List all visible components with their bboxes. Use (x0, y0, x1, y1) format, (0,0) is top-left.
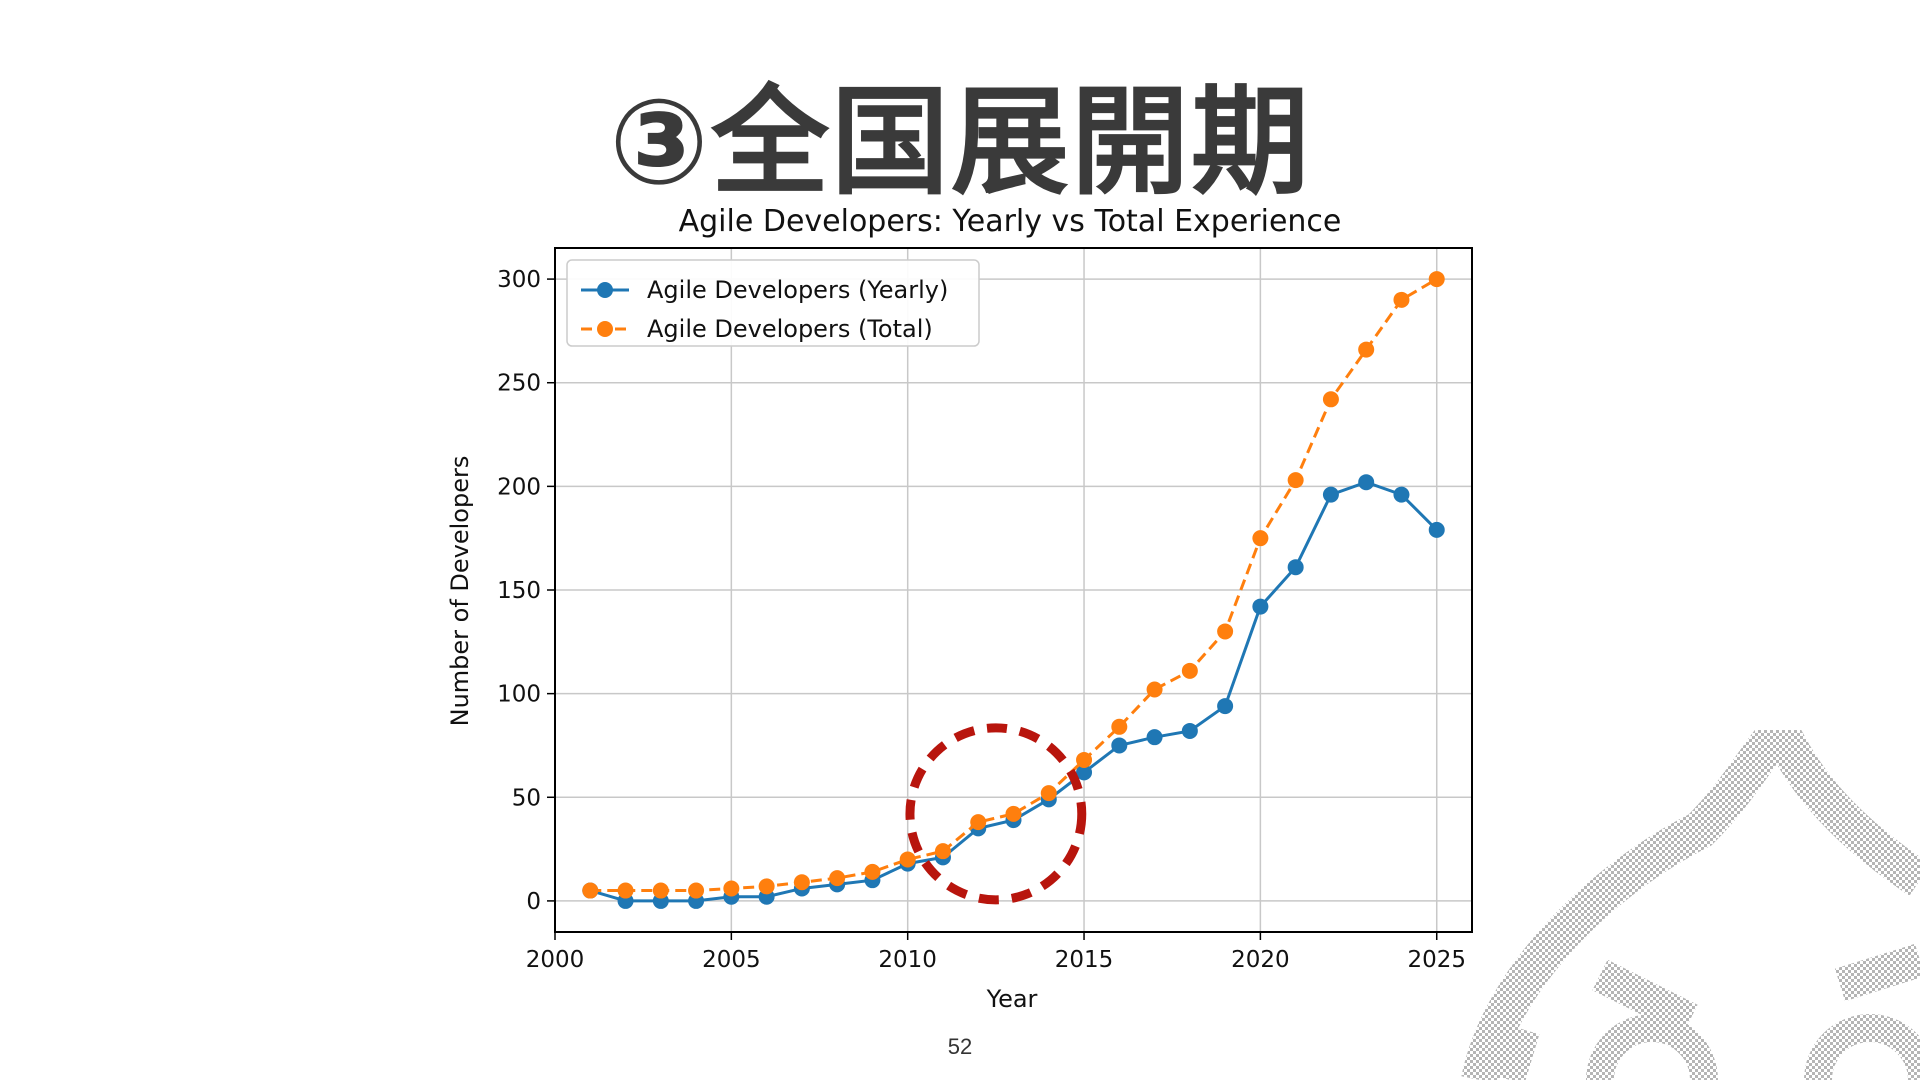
data-point (1076, 751, 1093, 768)
annotation (905, 723, 1087, 905)
data-point (970, 814, 987, 831)
data-point (758, 878, 775, 895)
data-point (864, 863, 881, 880)
data-point (829, 870, 846, 887)
data-point (1111, 718, 1128, 735)
data-point (1287, 559, 1304, 576)
x-tick-label: 2000 (526, 947, 585, 973)
data-point (1393, 486, 1410, 503)
data-point (1393, 291, 1410, 308)
data-point (1040, 785, 1057, 802)
y-tick-label: 200 (497, 474, 541, 500)
legend-label: Agile Developers (Total) (647, 315, 933, 343)
data-point (934, 843, 951, 860)
y-tick-label: 250 (497, 371, 541, 397)
y-tick-label: 150 (497, 578, 541, 604)
data-point (1358, 474, 1375, 491)
slide-title: ③全国展開期 (609, 73, 1311, 211)
data-point (1322, 391, 1339, 408)
x-axis-label: Year (986, 985, 1038, 1013)
data-point (1146, 681, 1163, 698)
data-point (1146, 729, 1163, 746)
highlight-circle (905, 723, 1087, 905)
series-line (589, 480, 1438, 903)
data-point (582, 882, 599, 899)
y-tick-label: 50 (512, 785, 541, 811)
data-point (652, 882, 669, 899)
data-point (1217, 698, 1234, 715)
mascot-watermark (1461, 730, 1920, 1080)
series (582, 271, 1445, 909)
legend-marker (597, 321, 613, 337)
axes: 2000 2005 2010 2015 2020 2025 0 50 100 150 200 250 3… (497, 267, 1466, 973)
data-point (1181, 722, 1198, 739)
data-point (1217, 623, 1234, 640)
data-point (1252, 598, 1269, 615)
data-point (1181, 662, 1198, 679)
data-point (1252, 530, 1269, 547)
plot-frame (554, 247, 1473, 933)
grid (554, 248, 1472, 932)
y-tick-label: 0 (526, 889, 541, 915)
series-line (590, 277, 1438, 893)
chart-title: Agile Developers: Yearly vs Total Experi… (679, 204, 1342, 239)
x-tick-label: 2015 (1055, 947, 1114, 973)
data-point (688, 882, 705, 899)
y-tick-label: 300 (497, 267, 541, 293)
data-point (617, 882, 634, 899)
data-point (899, 851, 916, 868)
legend-label: Agile Developers (Yearly) (647, 276, 948, 304)
data-point (1287, 472, 1304, 489)
legend-box (566, 259, 980, 347)
legend: Agile Developers (Yearly) Agile Developer… (566, 259, 980, 347)
y-axis-label: Number of Developers (446, 456, 474, 727)
x-tick-label: 2010 (878, 947, 937, 973)
data-point (1322, 486, 1339, 503)
data-point (1428, 271, 1445, 288)
legend-marker (597, 282, 613, 298)
data-point (1076, 764, 1093, 781)
data-point (1111, 737, 1128, 754)
x-tick-label: 2025 (1407, 947, 1466, 973)
data-point (793, 874, 810, 891)
page-number: 52 (947, 1034, 973, 1059)
data-point (1005, 805, 1022, 822)
x-tick-label: 2020 (1231, 947, 1290, 973)
data-point (1428, 521, 1445, 538)
data-point (1358, 341, 1375, 358)
data-point (723, 880, 740, 897)
x-tick-label: 2005 (702, 947, 761, 973)
y-tick-label: 100 (497, 682, 541, 708)
